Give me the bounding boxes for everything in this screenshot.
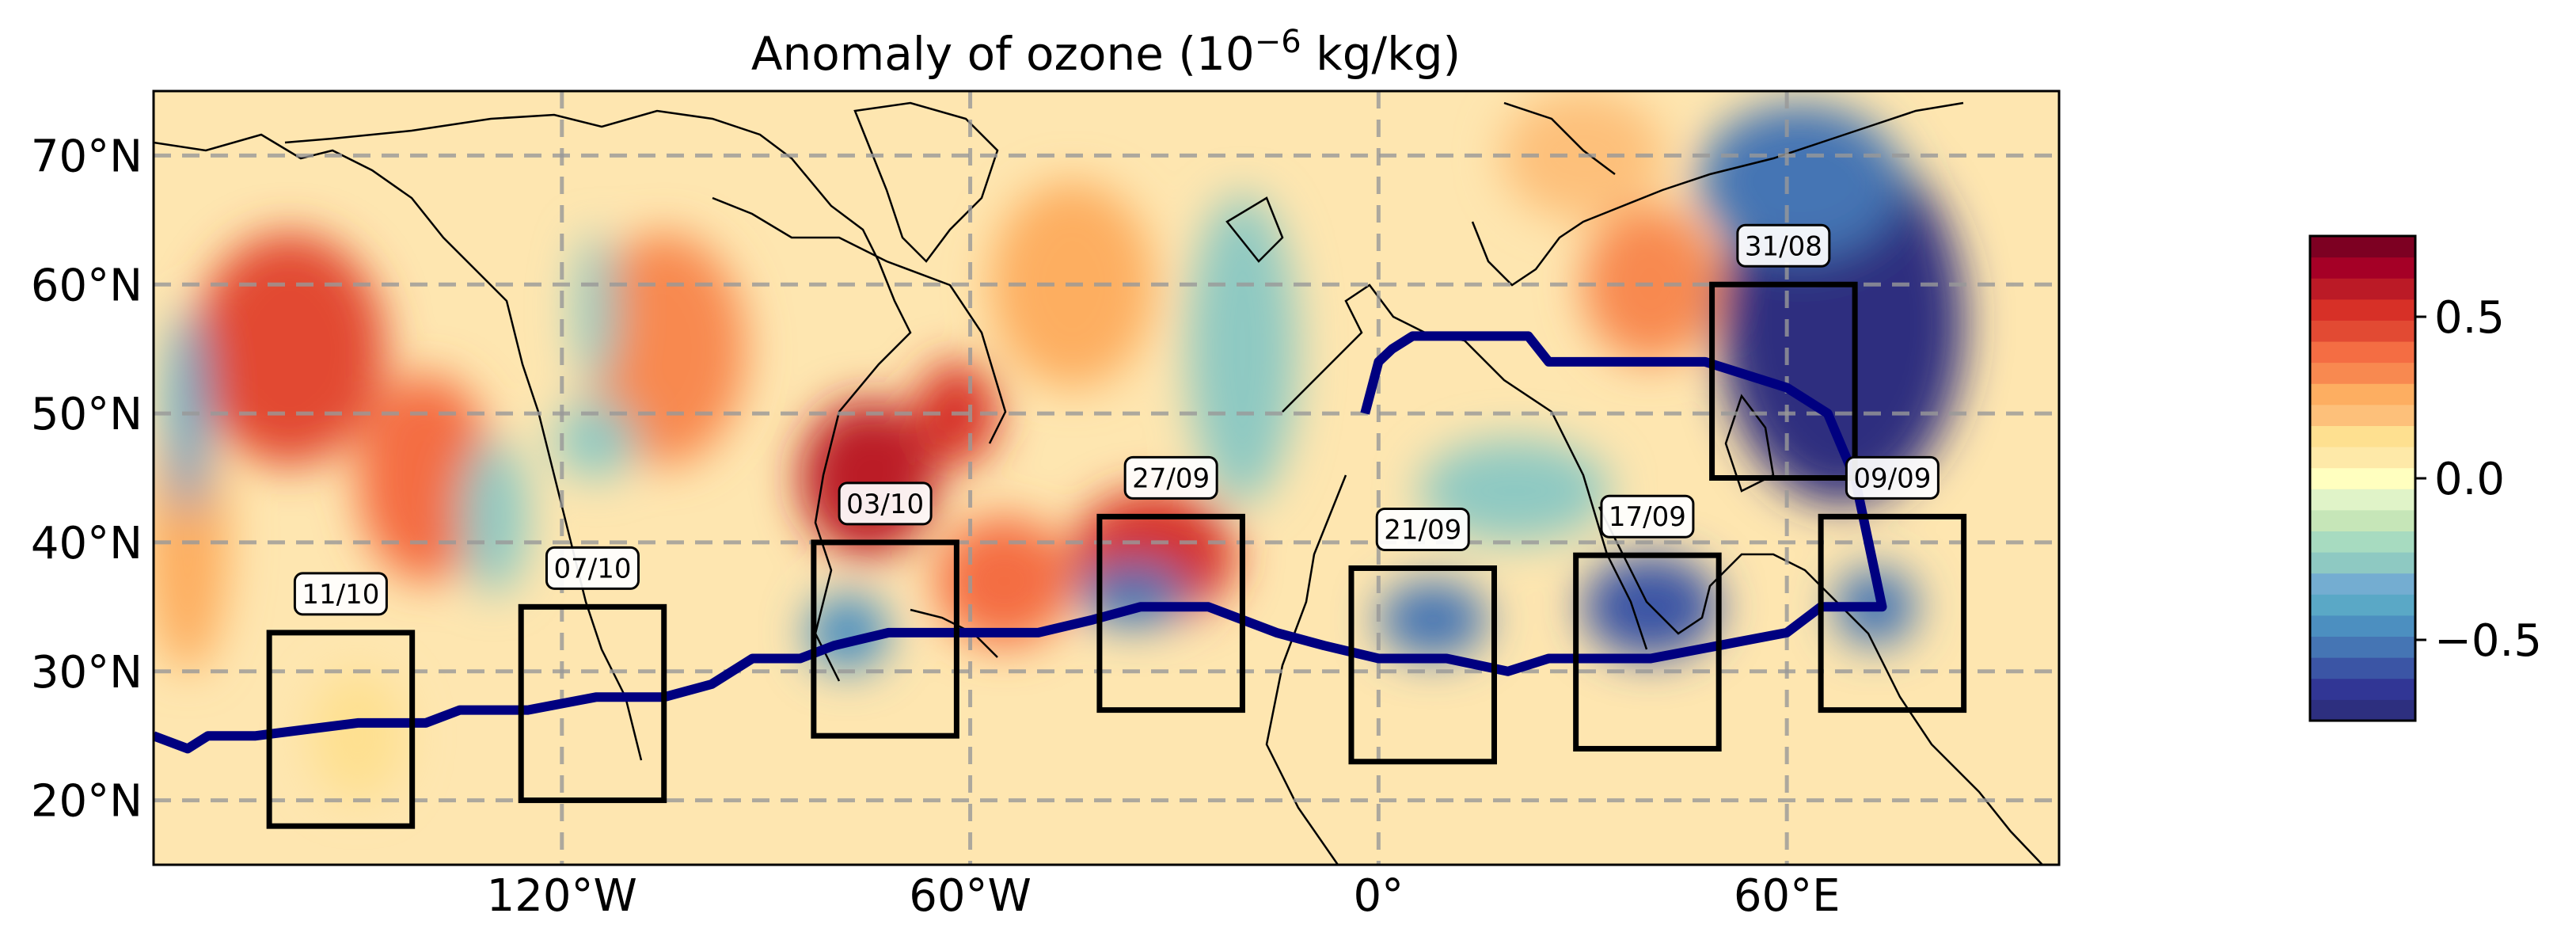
- x-tick-label: 60°W: [909, 870, 1032, 922]
- date-box: 31/08: [1709, 223, 1858, 481]
- colorbar-swatch: [2310, 383, 2415, 405]
- colorbar-swatch: [2310, 425, 2415, 447]
- y-tick-label: 20°N: [31, 776, 142, 828]
- chart-title: Anomaly of ozone (10−6 kg/kg): [751, 24, 1461, 81]
- colorbar-swatch: [2310, 236, 2415, 258]
- date-label: 17/09: [1609, 501, 1686, 533]
- y-tick-label: 70°N: [31, 131, 142, 182]
- date-box: 21/09: [1348, 507, 1497, 765]
- colorbar-swatch: [2310, 552, 2415, 574]
- colorbar-swatch: [2310, 509, 2415, 532]
- anomaly-blob: [1378, 580, 1487, 659]
- date-label-box: [1736, 223, 1831, 268]
- x-tick-label: 120°W: [487, 870, 637, 922]
- date-label-box: [1600, 494, 1695, 539]
- trajectory-line: [154, 331, 1887, 754]
- colorbar-swatch: [2310, 678, 2415, 700]
- date-label-box: [545, 546, 640, 590]
- x-axis-ticks: 120°W 60°W 0° 60°E: [487, 870, 1841, 922]
- colorbar-swatch: [2310, 278, 2415, 300]
- x-tick-label: 60°E: [1734, 870, 1841, 922]
- date-label: 07/10: [553, 553, 631, 584]
- anomaly-blob: [459, 439, 528, 595]
- y-axis-ticks: 70°N 60°N 50°N 40°N 30°N 20°N: [31, 131, 142, 827]
- y-tick-label: 50°N: [31, 389, 142, 440]
- colorbar-swatch: [2310, 257, 2415, 279]
- colorbar-swatches: [2310, 236, 2415, 721]
- anomaly-blob: [582, 233, 746, 466]
- map-area: 11/10 07/10 03/10 27/09 21/09 17/09 31/08 09/09: [154, 91, 2059, 865]
- date-box: 11/10: [266, 572, 416, 829]
- colorbar: 0.5 0.0 −0.5: [2308, 234, 2542, 722]
- anomaly-blob: [555, 400, 637, 478]
- colorbar-swatch: [2310, 573, 2415, 595]
- date-label-box: [838, 481, 933, 526]
- anomaly-blob: [800, 400, 937, 556]
- colorbar-tick-label: −0.5: [2434, 615, 2542, 667]
- colorbar-ticks: 0.5 0.0 −0.5: [2415, 292, 2542, 667]
- colorbar-swatch: [2310, 594, 2415, 616]
- colorbar-swatch: [2310, 636, 2415, 658]
- colorbar-swatch: [2310, 489, 2415, 511]
- date-label: 31/08: [1745, 230, 1822, 262]
- coastlines: [154, 101, 2043, 865]
- date-box-outline: [518, 603, 667, 804]
- colorbar-swatch: [2310, 404, 2415, 426]
- colorbar-tick-label: 0.5: [2434, 292, 2505, 344]
- colorbar-tick-label: 0.0: [2434, 454, 2505, 505]
- date-boxes: 11/10 07/10 03/10 27/09 21/09 17/09 31/08 09/09: [266, 223, 1967, 829]
- date-label: 11/10: [302, 579, 379, 611]
- anomaly-blob: [1698, 104, 1903, 259]
- date-label: 27/09: [1132, 462, 1210, 494]
- date-box-outline: [1818, 513, 1967, 714]
- colorbar-swatch: [2310, 341, 2415, 363]
- date-box: 27/09: [1096, 455, 1245, 714]
- date-box: 09/09: [1818, 455, 1967, 714]
- anomaly-blob: [575, 233, 617, 388]
- colorbar-swatch: [2310, 320, 2415, 342]
- colorbar-swatch: [2310, 699, 2415, 721]
- colorbar-swatch: [2310, 531, 2415, 553]
- date-box-outline: [1573, 552, 1722, 752]
- date-label-box: [293, 572, 388, 616]
- y-tick-label: 60°N: [31, 260, 142, 311]
- date-box-outline: [266, 630, 416, 829]
- anomaly-blob: [1187, 194, 1297, 504]
- colorbar-swatch: [2310, 615, 2415, 637]
- anomaly-blob: [357, 375, 494, 581]
- colorbar-swatch: [2310, 299, 2415, 321]
- gridlines: [154, 91, 2059, 865]
- anomaly-blob: [310, 671, 406, 801]
- x-tick-label: 0°: [1354, 870, 1404, 922]
- date-label: 21/09: [1384, 514, 1461, 546]
- map-frame: [152, 89, 2061, 866]
- colorbar-swatch: [2310, 362, 2415, 384]
- date-label: 03/10: [846, 489, 924, 520]
- date-box-outline: [1348, 565, 1497, 765]
- date-box: 07/10: [518, 546, 667, 804]
- date-label-box: [1123, 455, 1218, 500]
- y-tick-label: 40°N: [31, 518, 142, 569]
- colorbar-swatch: [2310, 657, 2415, 679]
- date-box-outline: [1709, 281, 1858, 481]
- date-box: 17/09: [1573, 494, 1722, 752]
- date-box-outline: [811, 539, 959, 739]
- anomaly-blob: [194, 233, 386, 466]
- date-label-box: [1375, 507, 1470, 551]
- colorbar-swatch: [2310, 467, 2415, 489]
- date-label: 09/09: [1853, 462, 1931, 494]
- y-tick-label: 30°N: [31, 647, 142, 698]
- date-box-outline: [1096, 513, 1245, 714]
- colorbar-swatch: [2310, 447, 2415, 469]
- date-box: 03/10: [811, 481, 959, 739]
- date-label-box: [1845, 455, 1940, 500]
